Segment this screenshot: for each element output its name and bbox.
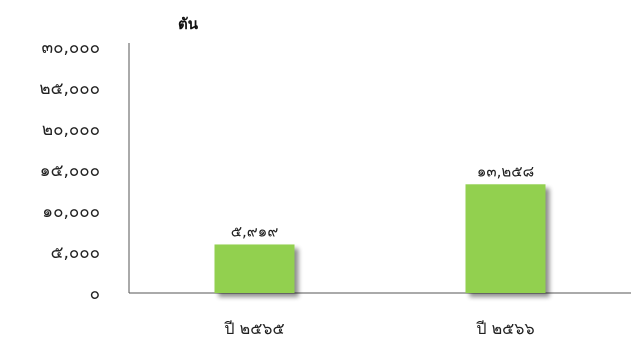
y-tick-label: ๕,๐๐๐ bbox=[51, 243, 100, 263]
y-tick-label: ๐ bbox=[90, 284, 100, 304]
bars bbox=[214, 184, 546, 293]
y-tick-label: ๒๐,๐๐๐ bbox=[42, 120, 100, 140]
data-label: ๑๓,๒๕๘ bbox=[477, 162, 534, 180]
bar bbox=[465, 184, 546, 293]
x-tick-label: ปี ๒๕๖๕ bbox=[224, 319, 285, 338]
axes: ๐ ๕,๐๐๐ ๑๐,๐๐๐ ๑๕,๐๐๐ ๒๐,๐๐๐ ๒๕,๐๐๐ ๓๐,๐๐๐ bbox=[39, 38, 631, 304]
y-tick-label: ๑๐,๐๐๐ bbox=[42, 202, 100, 222]
bar bbox=[214, 244, 295, 293]
x-tick-label: ปี ๒๕๖๖ bbox=[476, 319, 535, 338]
y-tick-label: ๓๐,๐๐๐ bbox=[41, 38, 100, 58]
y-tick-label: ๒๕,๐๐๐ bbox=[39, 79, 100, 99]
y-axis-unit-label: ตัน bbox=[178, 15, 198, 33]
y-tick-label: ๑๕,๐๐๐ bbox=[40, 161, 100, 181]
data-label: ๕,๙๑๙ bbox=[231, 222, 279, 240]
